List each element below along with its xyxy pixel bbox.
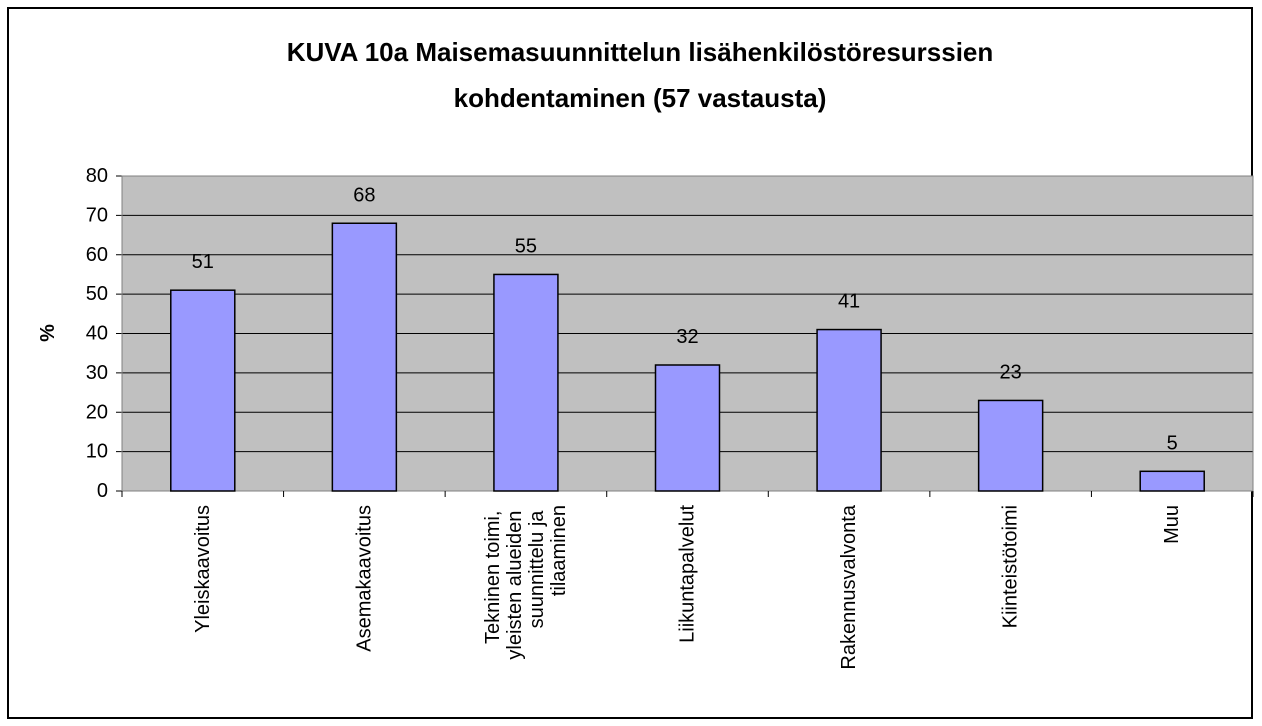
chart-title: kohdentaminen (57 vastausta) xyxy=(454,83,827,113)
y-tick-label: 40 xyxy=(86,323,108,345)
x-tick-label: Liikuntapalvelut xyxy=(677,505,699,643)
data-label: 32 xyxy=(676,326,698,348)
bar xyxy=(170,289,236,492)
x-tick-label-line: Asemakaavoitus xyxy=(353,505,375,652)
y-tick-label: 80 xyxy=(86,165,108,187)
data-label: 68 xyxy=(353,184,375,206)
x-tick-label: Muu xyxy=(1161,505,1183,544)
x-tick-label-line: Liikuntapalvelut xyxy=(677,505,699,643)
data-label: 55 xyxy=(515,235,537,257)
bar xyxy=(1139,470,1205,492)
bar xyxy=(816,328,882,492)
x-tick-label-line: suunnittelu ja xyxy=(526,505,548,628)
x-tick-label-line: Kiinteistötoimi xyxy=(1000,505,1022,628)
x-tick-label: Rakennusvalvonta xyxy=(838,504,860,669)
x-tick-label-line: Rakennusvalvonta xyxy=(838,504,860,669)
x-tick-label: Asemakaavoitus xyxy=(353,505,375,652)
x-tick-label-line: Muu xyxy=(1161,505,1183,544)
y-axis-label: % xyxy=(37,324,59,342)
x-tick-label-line: Yleiskaavoitus xyxy=(192,505,214,633)
bar xyxy=(977,399,1044,492)
x-tick-label-line: tilaaminen xyxy=(548,505,570,596)
data-label: 5 xyxy=(1167,432,1178,454)
x-tick-label: Yleiskaavoitus xyxy=(192,505,214,633)
y-tick-label: 0 xyxy=(97,480,108,502)
y-tick-label: 70 xyxy=(86,204,108,226)
x-tick-label-line: yleisten alueiden xyxy=(504,505,526,660)
bar xyxy=(493,273,559,492)
data-label: 41 xyxy=(838,291,860,313)
y-tick-label: 10 xyxy=(86,441,108,463)
data-label: 51 xyxy=(192,251,214,273)
bar xyxy=(331,222,398,492)
x-tick-label: Kiinteistötoimi xyxy=(1000,505,1022,628)
data-label: 23 xyxy=(1000,361,1022,383)
x-tick-label: Tekninen toimi, yleisten alueiden suunni… xyxy=(482,505,570,660)
y-tick-label: 20 xyxy=(86,401,108,423)
y-tick-label: 60 xyxy=(86,244,108,266)
y-tick-label: 50 xyxy=(86,283,108,305)
x-tick-label-line: Tekninen toimi, xyxy=(482,505,504,644)
chart-title: KUVA 10a Maisemasuunnittelun lisähenkilö… xyxy=(287,37,994,67)
y-tick-label: 30 xyxy=(86,362,108,384)
bar xyxy=(654,364,721,492)
